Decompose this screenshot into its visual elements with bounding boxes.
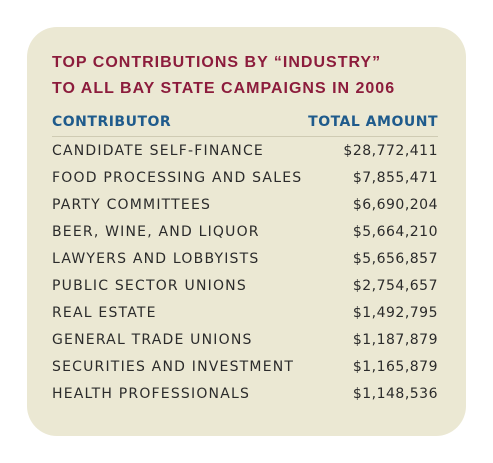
table-row: SECURITIES AND INVESTMENT $1,165,879 xyxy=(52,353,438,380)
contributor-cell: SECURITIES AND INVESTMENT xyxy=(52,358,295,375)
amount-cell: $1,492,795 xyxy=(352,304,438,321)
contributor-cell: REAL ESTATE xyxy=(52,304,157,321)
amount-cell: $1,165,879 xyxy=(352,358,438,375)
table-row: CANDIDATE SELF-FINANCE $28,772,411 xyxy=(52,137,438,165)
title-line: TO ALL BAY STATE CAMPAIGNS IN 2006 xyxy=(52,80,396,97)
table-row: HEALTH PROFESSIONALS $1,148,536 xyxy=(52,380,438,407)
contributor-cell: BEER, WINE, AND LIQUOR xyxy=(52,223,260,240)
table-row: REAL ESTATE $1,492,795 xyxy=(52,299,438,326)
table-row: BEER, WINE, AND LIQUOR $5,664,210 xyxy=(52,218,438,245)
table-body: CANDIDATE SELF-FINANCE $28,772,411 FOOD PR… xyxy=(52,137,438,408)
contributor-cell: LAWYERS AND LOBBYISTS xyxy=(52,250,260,267)
table-row: GENERAL TRADE UNIONS $1,187,879 xyxy=(52,326,438,353)
table-row: PUBLIC SECTOR UNIONS $2,754,657 xyxy=(52,272,438,299)
column-header: TOTAL AMOUNT xyxy=(306,112,438,137)
contributor-cell: FOOD PROCESSING AND SALES xyxy=(52,169,303,186)
amount-cell: $7,855,471 xyxy=(352,169,438,186)
contributor-cell: CANDIDATE SELF-FINANCE xyxy=(52,142,264,159)
table-row: LAWYERS AND LOBBYISTS $5,656,857 xyxy=(52,245,438,272)
amount-cell: $1,148,536 xyxy=(352,385,438,402)
panel xyxy=(27,27,466,436)
amount-cell: $5,656,857 xyxy=(352,250,438,267)
contributor-cell: PUBLIC SECTOR UNIONS xyxy=(52,277,247,294)
header-row: CONTRIBUTOR TOTAL AMOUNT xyxy=(52,112,438,137)
amount-cell: $2,754,657 xyxy=(352,277,438,294)
title-line: TOP CONTRIBUTIONS BY “INDUSTRY” xyxy=(52,54,382,71)
amount-cell: $6,690,204 xyxy=(352,196,438,213)
contributor-cell: GENERAL TRADE UNIONS xyxy=(52,331,253,348)
contributor-cell: PARTY COMMITTEES xyxy=(52,196,212,213)
table-row: FOOD PROCESSING AND SALES $7,855,471 xyxy=(52,164,438,191)
amount-cell: $5,664,210 xyxy=(352,223,438,240)
amount-cell: $1,187,879 xyxy=(352,331,438,348)
table-row: PARTY COMMITTEES $6,690,204 xyxy=(52,191,438,218)
column-header: CONTRIBUTOR xyxy=(52,112,307,137)
table: CONTRIBUTOR TOTAL AMOUNT CANDIDATE SELF-… xyxy=(52,112,438,407)
title: TOP CONTRIBUTIONS BY “INDUSTRY” TO ALL B… xyxy=(52,50,395,102)
contributor-cell: HEALTH PROFESSIONALS xyxy=(52,385,251,402)
amount-cell: $28,772,411 xyxy=(343,142,438,159)
